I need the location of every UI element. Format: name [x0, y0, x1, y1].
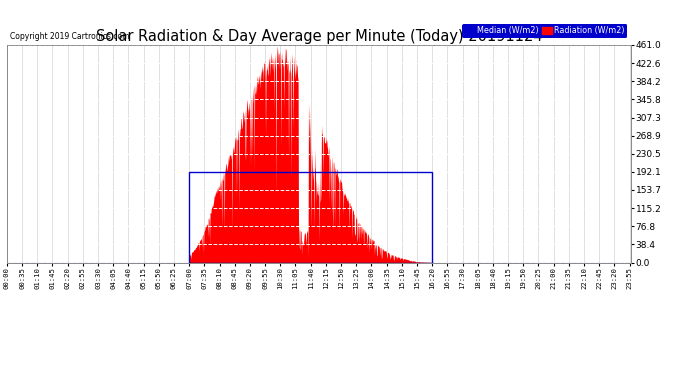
Title: Solar Radiation & Day Average per Minute (Today) 20191124: Solar Radiation & Day Average per Minute… [96, 29, 542, 44]
Bar [189, 172, 432, 262]
Text: Copyright 2019 Cartronics.com: Copyright 2019 Cartronics.com [10, 32, 130, 41]
Legend: Median (W/m2), Radiation (W/m2): Median (W/m2), Radiation (W/m2) [462, 24, 627, 38]
